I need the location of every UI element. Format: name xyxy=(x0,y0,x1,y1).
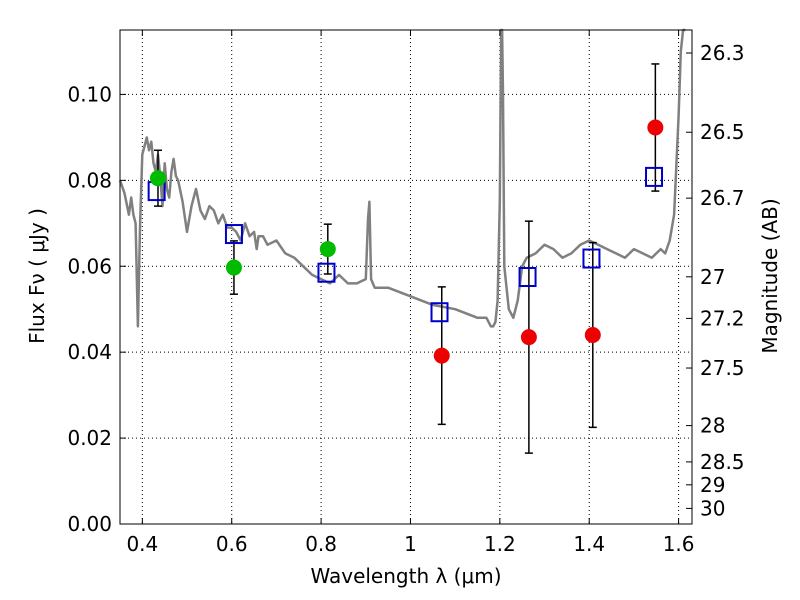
observed-point xyxy=(520,329,537,346)
model-square-layer xyxy=(147,166,664,323)
model-square-point xyxy=(430,302,449,323)
y-tick-label: 0.06 xyxy=(67,254,112,278)
x-axis-label: Wavelength λ (μm) xyxy=(310,564,501,588)
model-square-point xyxy=(224,224,243,245)
right-tick-label: 28 xyxy=(700,414,725,438)
x-tick-label: 1.4 xyxy=(573,532,605,556)
right-tick-label: 27.5 xyxy=(700,356,745,380)
observed-point xyxy=(433,347,450,364)
y-axis-label: Flux Fν ( μJy ) xyxy=(25,208,49,344)
observed-point xyxy=(647,119,664,136)
right-tick-label: 30 xyxy=(700,496,725,520)
plot-frame xyxy=(119,29,693,525)
spectrum-line xyxy=(118,28,686,328)
y-tick-labels: 0.00 0.02 0.04 0.06 0.08 0.10 xyxy=(67,82,112,536)
model-square-point xyxy=(582,248,601,269)
y-tick-label: 0.02 xyxy=(67,426,112,450)
observed-point xyxy=(319,241,336,258)
x-tick-label: 1 xyxy=(404,532,417,556)
right-tick-label: 29 xyxy=(700,473,725,497)
right-tick-label: 26.5 xyxy=(700,120,745,144)
observed-point xyxy=(584,326,601,343)
spectrum-layer xyxy=(118,28,686,328)
model-square-point xyxy=(645,166,664,187)
observed-point xyxy=(149,170,166,187)
y-tick-label: 0.00 xyxy=(67,512,112,536)
right-tick-label: 27.2 xyxy=(700,306,745,330)
model-square-point xyxy=(518,267,537,287)
y-tick-label: 0.04 xyxy=(67,340,112,364)
x-tick-label: 1.6 xyxy=(663,532,695,556)
y-tick-label: 0.10 xyxy=(67,82,112,106)
model-square-point xyxy=(317,262,336,283)
right-axis-label: Magnitude (AB) xyxy=(758,198,782,353)
x-tick-labels: 0.4 0.6 0.8 1 1.2 1.4 1.6 xyxy=(126,532,694,556)
grid-lines xyxy=(120,30,692,525)
observed-point xyxy=(225,259,242,276)
x-tick-label: 0.6 xyxy=(216,532,248,556)
y-tick-label: 0.08 xyxy=(67,168,112,192)
right-tick-label: 26.3 xyxy=(700,41,745,65)
right-tick-label: 27 xyxy=(700,265,725,289)
right-tick-label: 28.5 xyxy=(700,450,745,474)
x-tick-label: 0.4 xyxy=(126,532,158,556)
x-tick-label: 1.2 xyxy=(484,532,516,556)
observed-point-layer xyxy=(149,119,664,364)
tick-marks xyxy=(120,30,692,525)
x-tick-label: 0.8 xyxy=(305,532,337,556)
right-tick-label: 26.7 xyxy=(700,186,745,210)
